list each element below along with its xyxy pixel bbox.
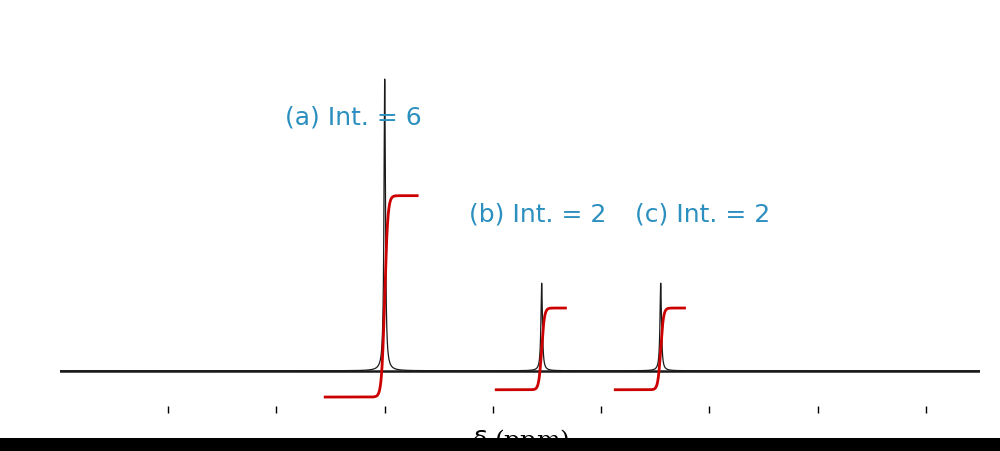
Text: (a) Int. = 6: (a) Int. = 6 [285,106,422,129]
Text: (b) Int. = 2: (b) Int. = 2 [469,202,607,226]
Text: (c) Int. = 2: (c) Int. = 2 [635,202,770,226]
X-axis label: $\delta$ (ppm): $\delta$ (ppm) [471,426,569,451]
